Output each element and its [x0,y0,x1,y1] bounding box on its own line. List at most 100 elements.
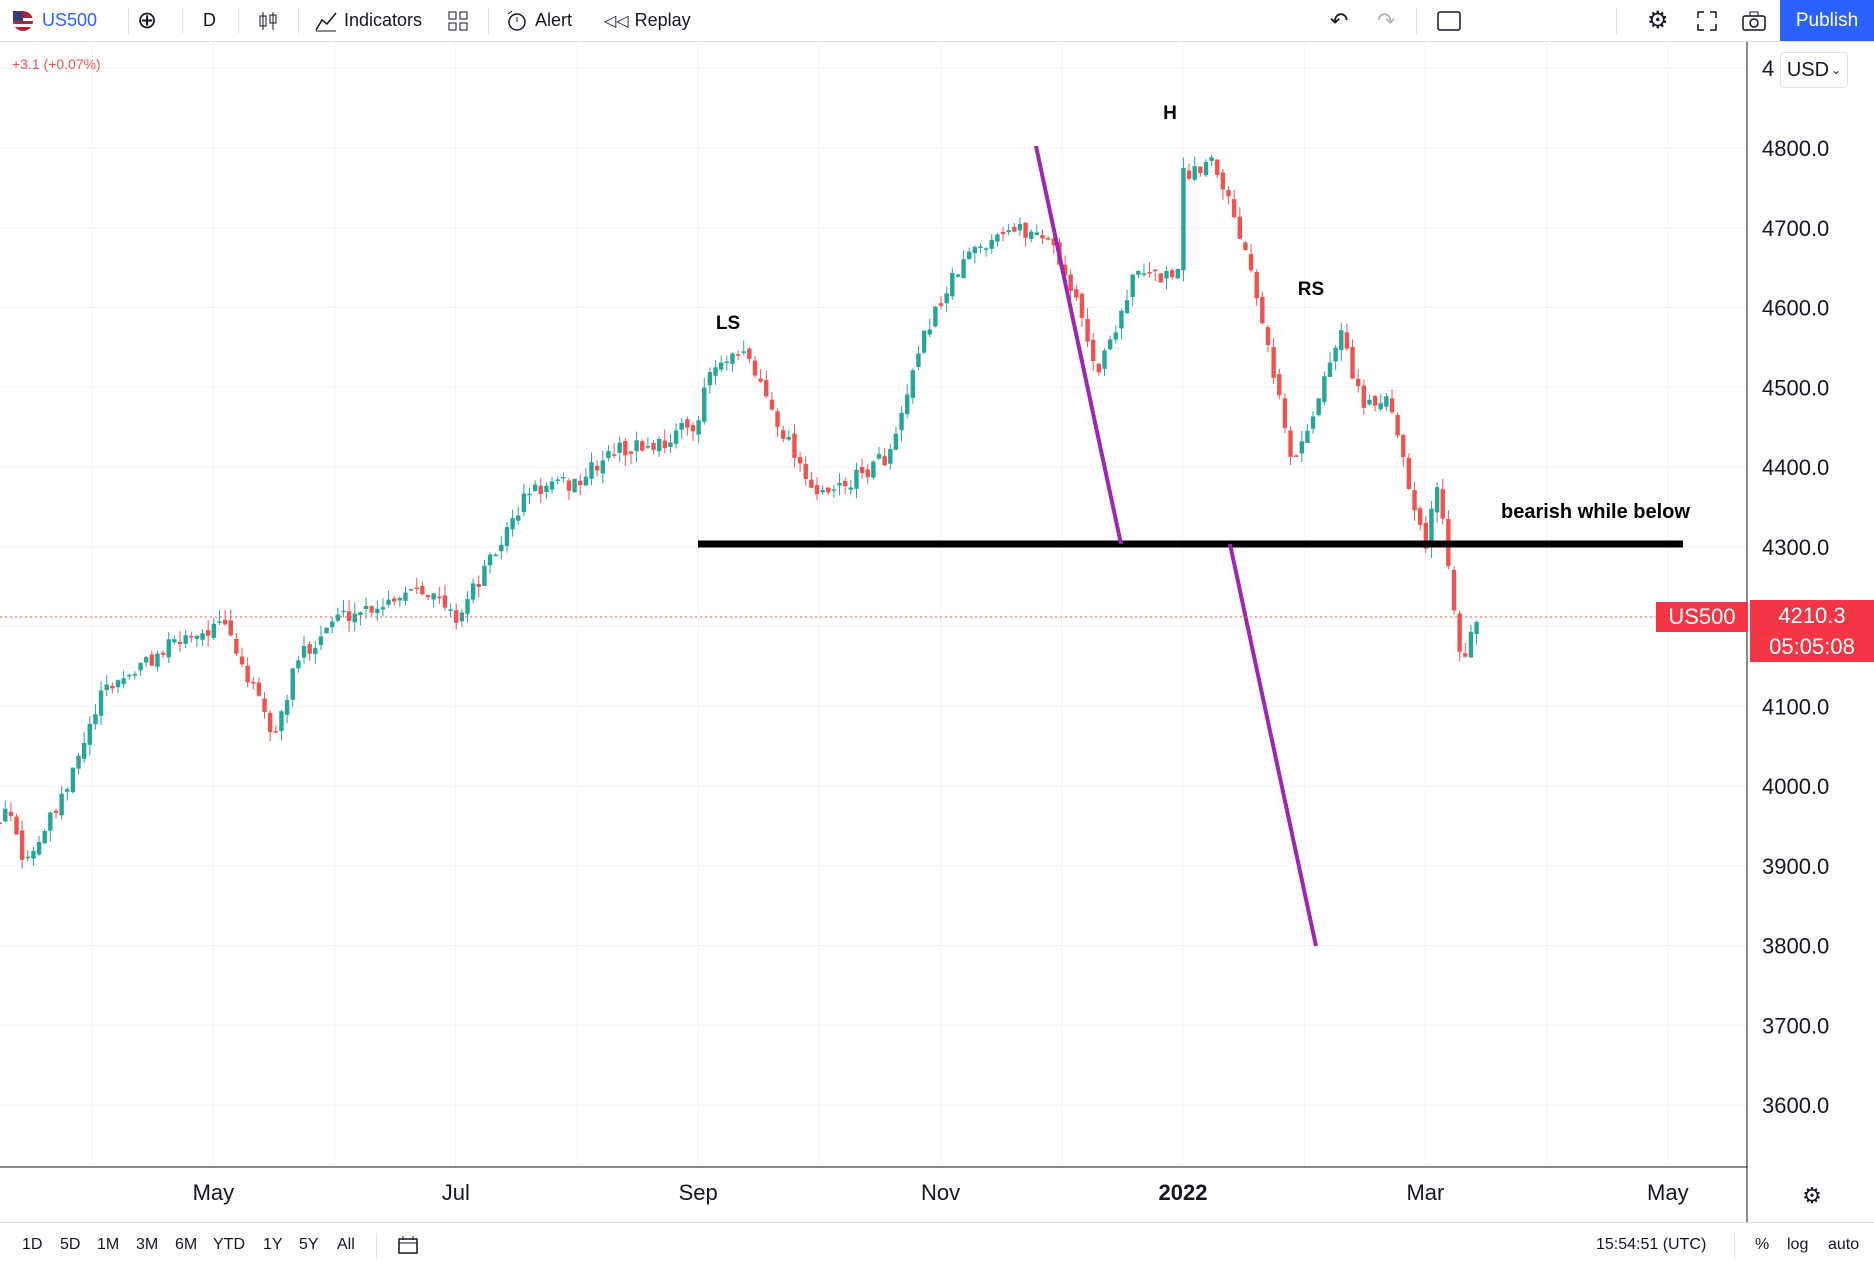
goto-date-button[interactable] [397,1223,419,1266]
divider [1616,8,1617,34]
layout-select-button[interactable] [1436,0,1462,41]
currency-label: USD [1786,58,1830,81]
candle-body [375,608,380,614]
axis-settings-icon[interactable]: ⚙ [1802,1183,1822,1208]
candle-body [713,367,718,376]
undo-button[interactable]: ↶ [1330,0,1348,41]
candle-body [205,630,211,636]
range-3m[interactable]: 3M [136,1223,158,1266]
candle-body [848,487,854,490]
candle-body [668,442,673,448]
compare-symbol-button[interactable]: ⊕ [137,0,157,41]
candle-body [1034,232,1040,236]
redo-button[interactable]: ↷ [1377,0,1395,41]
candle-body [538,485,543,495]
auto-toggle[interactable]: auto [1828,1223,1859,1266]
candle-body [583,476,589,486]
range-1y[interactable]: 1Y [263,1223,283,1266]
price-tick-label: 3900.0 [1762,854,1829,879]
publish-button[interactable]: Publish [1780,0,1874,41]
annotation-h: H [1163,103,1177,124]
candle-body [143,657,149,663]
candle-body [1254,271,1259,299]
candle-body [121,678,126,685]
time-tick-label: May [1647,1180,1689,1205]
candle-body [1350,346,1355,379]
candle-body [1412,490,1417,511]
layouts-button[interactable] [447,0,469,41]
range-ytd[interactable]: YTD [213,1223,245,1266]
us-flag-icon [13,10,33,31]
candle-body [98,690,104,716]
price-tick-label: 4500.0 [1762,375,1829,400]
candle-body [0,822,2,825]
chart-type-button[interactable] [256,0,280,41]
candle-body [1186,170,1192,179]
candle-body [927,329,932,335]
candle-body [493,554,498,557]
settings-button[interactable]: ⚙ [1647,0,1669,41]
replay-button[interactable]: ◁◁ Replay [604,0,691,41]
candle-body [149,654,155,666]
candle-body [871,461,876,478]
divider [238,8,239,34]
range-1d[interactable]: 1D [22,1223,42,1266]
candle-body [786,436,792,440]
candle-body [14,816,19,835]
interval-button[interactable]: D [203,0,216,41]
candle-body [1384,396,1389,407]
candle-body [363,605,369,609]
candle-body [933,306,938,327]
candle-body [1395,414,1400,436]
symbol-label: US500 [42,10,98,30]
timezone-button[interactable]: 15:54:51 (UTC) [1596,1223,1706,1266]
candle-body [166,639,171,658]
candle-body [859,466,865,474]
indicators-button[interactable]: Indicators [314,0,422,41]
annotation-rs: RS [1298,279,1324,300]
candle-body [1361,385,1367,408]
calendar-icon [398,1235,418,1254]
price-axis-partial-label: 4 [1762,56,1774,81]
currency-select[interactable]: USD ⌄ [1780,52,1848,88]
plus-circle-icon: ⊕ [137,7,158,34]
range-6m[interactable]: 6M [175,1223,197,1266]
candle-body [290,668,295,700]
candle-body [888,449,893,464]
candle-body [1429,508,1434,548]
range-label: 1D [22,1235,43,1253]
candle-body [1271,347,1276,378]
candle-body [217,621,222,623]
candle-body [842,480,848,487]
range-5y[interactable]: 5Y [299,1223,319,1266]
candle-body [36,841,42,855]
range-5d[interactable]: 5D [60,1223,80,1266]
candle-body [1029,231,1034,239]
single-layout-icon [1437,10,1461,31]
range-label: All [337,1235,355,1253]
snapshot-button[interactable] [1741,0,1767,41]
candle-body [183,635,188,644]
symbol-search[interactable]: US500 [12,0,97,41]
candle-body [256,682,262,696]
time-axis: May Jul Sep Nov 2022 Mar May [193,1180,1689,1205]
alert-button[interactable]: Alert [505,0,572,41]
rewind-icon: ◁◁ [604,12,629,30]
candle-body [76,755,81,769]
percent-toggle[interactable]: % [1755,1223,1769,1266]
candle-body [814,485,820,495]
log-toggle[interactable]: log [1787,1223,1808,1266]
candle-body [696,420,701,435]
range-label: 6M [175,1235,198,1253]
candle-body [1124,300,1130,314]
candle-body [318,636,324,646]
candle-body [910,370,916,398]
range-1m[interactable]: 1M [97,1223,119,1266]
candle-body [904,394,910,415]
divider [376,1233,377,1259]
candle-body [1468,631,1474,658]
range-all[interactable]: All [337,1223,355,1266]
fullscreen-button[interactable] [1696,0,1718,41]
candle-body [594,465,600,471]
